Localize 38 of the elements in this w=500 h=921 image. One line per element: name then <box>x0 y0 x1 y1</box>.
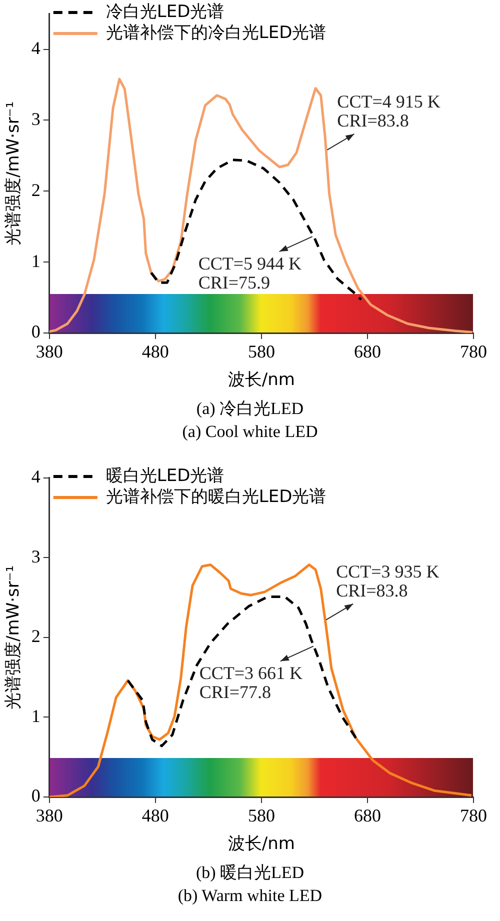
text: (a) Cool white LED <box>181 422 319 442</box>
text: (b) Warm white LED <box>176 886 324 906</box>
y-tick-label: 2 <box>31 626 40 646</box>
x-tick-label: 580 <box>248 806 275 826</box>
legend-label: 光谱补偿下的暖白光LED光谱 <box>106 486 326 507</box>
text: (a) 冷白光LED <box>195 398 305 420</box>
annotation: CCT=5 944 K CRI=75.9 <box>198 253 302 292</box>
x-tick-label: 380 <box>36 806 63 826</box>
x-tick-label: 480 <box>142 342 169 362</box>
y-tick-label: 2 <box>31 180 40 200</box>
y-tick-label: 3 <box>31 546 40 566</box>
x-tick-label: 480 <box>142 806 169 826</box>
x-tick-label: 680 <box>354 806 381 826</box>
x-tick-label: 680 <box>354 342 381 362</box>
x-axis-title: 波长/nm <box>228 834 295 854</box>
x-tick-label: 380 <box>36 342 63 362</box>
legend-label: 冷白光LED光谱 <box>106 2 224 22</box>
text: (b) 暖白光LED <box>194 862 306 884</box>
y-tick-label: 1 <box>31 706 40 726</box>
annotation: CCT=3 661 K CRI=77.8 <box>199 662 303 702</box>
x-tick-label: 580 <box>248 342 275 362</box>
x-tick-label: 780 <box>460 342 487 362</box>
y-tick-label: 3 <box>31 108 40 129</box>
y-tick-label: 0 <box>31 786 40 806</box>
y-tick-label: 4 <box>31 466 40 487</box>
x-tick-label: 780 <box>460 806 487 826</box>
y-tick-label: 4 <box>31 38 40 58</box>
y-axis-title: 光谱强度/mW·sr⁻¹ <box>4 565 24 710</box>
y-tick-label: 0 <box>31 322 40 342</box>
legend-label: 光谱补偿下的冷白光LED光谱 <box>106 22 326 43</box>
annotation: CCT=4 915 K CRI=83.8 <box>337 92 440 131</box>
line-series <box>126 595 358 748</box>
x-axis-title: 波长/nm <box>228 370 295 390</box>
legend-label: 暖白光LED光谱 <box>106 466 224 486</box>
y-axis-title: 光谱强度/mW·sr⁻¹ <box>4 101 24 246</box>
y-tick-label: 1 <box>31 250 40 271</box>
annotation: CCT=3 935 K CRI=83.8 <box>336 562 440 601</box>
line-series <box>150 158 362 301</box>
